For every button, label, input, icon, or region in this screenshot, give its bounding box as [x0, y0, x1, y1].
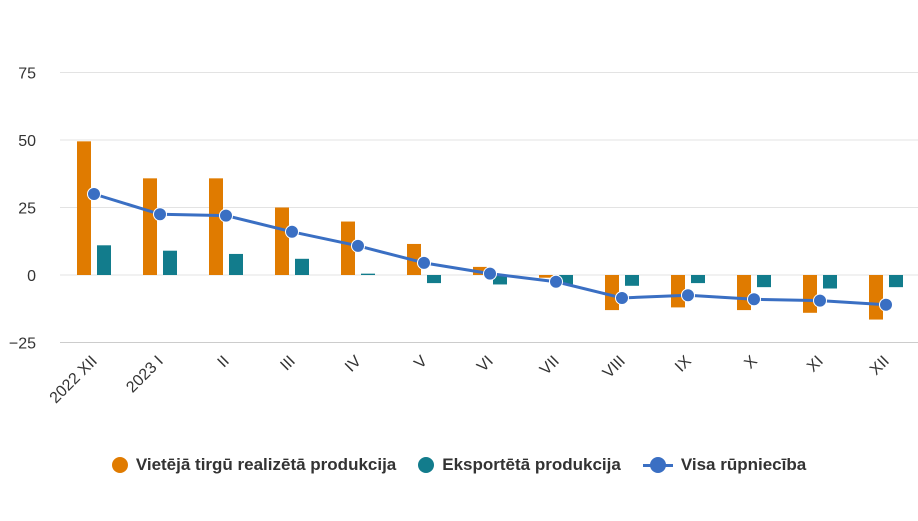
bar-domestic[interactable] [539, 275, 553, 278]
bar-export[interactable] [691, 275, 705, 284]
gridlines [60, 72, 918, 343]
point-total[interactable] [417, 255, 431, 270]
bar-domestic[interactable] [869, 275, 883, 320]
bar-domestic[interactable] [803, 275, 817, 313]
y-tick-label: 50 [18, 133, 36, 150]
x-tick-label: X [741, 353, 761, 373]
point-total[interactable] [87, 187, 101, 201]
bar-export[interactable] [757, 275, 771, 288]
bar-export[interactable] [163, 250, 177, 275]
bar-export[interactable] [625, 275, 639, 286]
bar-domestic[interactable] [77, 141, 91, 275]
x-tick-label: XII [867, 353, 893, 379]
point-total[interactable] [549, 274, 563, 289]
point-total[interactable] [813, 293, 827, 308]
bar-export[interactable] [229, 253, 243, 275]
point-total[interactable] [681, 288, 695, 303]
bar-domestic[interactable] [605, 275, 619, 311]
legend-swatch-export [418, 457, 435, 473]
legend: Vietējā tirgū realizētā produkcija Ekspo… [0, 449, 918, 481]
x-tick-label: III [277, 353, 298, 374]
point-total[interactable] [747, 292, 761, 307]
bar-export[interactable] [295, 258, 309, 275]
bar-domestic[interactable] [341, 221, 355, 275]
bar-export[interactable] [97, 245, 111, 275]
legend-swatch-total [642, 457, 673, 473]
x-tick-label: V [411, 353, 431, 373]
legend-item-domestic[interactable]: Vietējā tirgū realizētā produkcija [111, 455, 397, 475]
point-total[interactable] [153, 207, 167, 222]
x-tick-label: VI [474, 353, 497, 376]
point-total[interactable] [615, 290, 629, 305]
x-tick-label: VIII [600, 353, 629, 382]
bar-domestic[interactable] [143, 178, 157, 275]
point-total[interactable] [879, 297, 893, 312]
bar-export[interactable] [559, 275, 573, 285]
legend-swatch-domestic [111, 457, 128, 473]
x-tick-label: VII [537, 353, 563, 379]
bar-domestic[interactable] [209, 178, 223, 275]
bar-export[interactable] [889, 275, 903, 288]
point-total[interactable] [219, 208, 233, 223]
legend-label-export: Eksportētā produkcija [442, 455, 621, 474]
point-total[interactable] [483, 266, 497, 281]
y-tick-label: 75 [18, 66, 36, 83]
y-tick-label: −25 [9, 336, 36, 353]
legend-label-total: Visa rūpniecība [680, 455, 807, 474]
bar-domestic[interactable] [737, 275, 751, 311]
bars [77, 141, 903, 320]
point-total[interactable] [285, 224, 299, 239]
bar-domestic[interactable] [671, 275, 685, 308]
y-tick-label: 0 [27, 268, 36, 285]
x-axis: 2022 XII 2023 I II III IV V VI VII VIII IX X XI XII [47, 353, 893, 407]
x-tick-label: XI [804, 353, 827, 376]
y-tick-label: 25 [18, 201, 36, 218]
legend-label-domestic: Vietējā tirgū realizētā produkcija [135, 455, 397, 474]
x-tick-label: 2023 I [123, 353, 166, 396]
line-series [87, 187, 893, 312]
bar-export[interactable] [493, 275, 507, 285]
bar-export[interactable] [823, 275, 837, 289]
bar-export[interactable] [427, 275, 441, 284]
x-tick-label: IV [342, 353, 365, 376]
point-total[interactable] [351, 238, 365, 253]
legend-item-total[interactable]: Visa rūpniecība [642, 455, 807, 475]
bar-export[interactable] [361, 273, 375, 275]
y-axis: −25 0 25 50 75 [9, 66, 36, 353]
legend-item-export[interactable]: Eksportētā produkcija [418, 455, 621, 475]
x-tick-label: II [215, 353, 233, 371]
x-tick-label: IX [672, 353, 695, 376]
x-tick-label: 2022 XII [47, 353, 101, 407]
bar-domestic[interactable] [275, 207, 289, 276]
